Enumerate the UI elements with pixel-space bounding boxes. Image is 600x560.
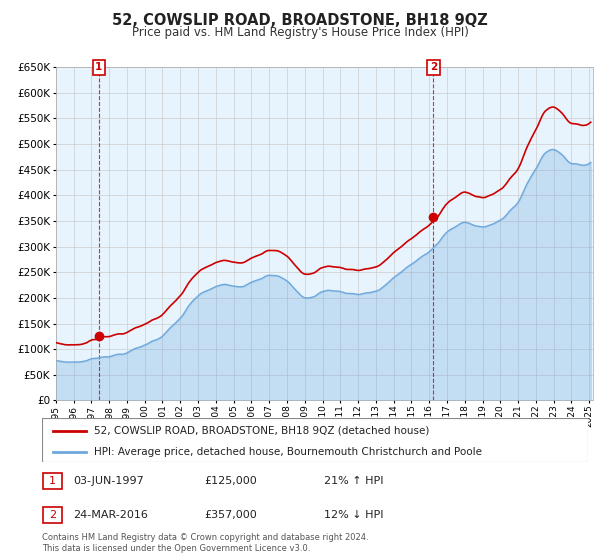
Text: Contains HM Land Registry data © Crown copyright and database right 2024.
This d: Contains HM Land Registry data © Crown c…	[42, 533, 368, 553]
Text: HPI: Average price, detached house, Bournemouth Christchurch and Poole: HPI: Average price, detached house, Bour…	[94, 447, 482, 458]
Text: £125,000: £125,000	[204, 476, 257, 486]
Text: 1: 1	[49, 476, 56, 486]
FancyBboxPatch shape	[42, 418, 588, 462]
Text: £357,000: £357,000	[204, 510, 257, 520]
Text: 12% ↓ HPI: 12% ↓ HPI	[324, 510, 383, 520]
Text: 2: 2	[430, 62, 437, 72]
Text: 1: 1	[95, 62, 103, 72]
Text: 24-MAR-2016: 24-MAR-2016	[73, 510, 148, 520]
FancyBboxPatch shape	[43, 473, 62, 489]
FancyBboxPatch shape	[43, 507, 62, 522]
Text: 21% ↑ HPI: 21% ↑ HPI	[324, 476, 383, 486]
Text: 03-JUN-1997: 03-JUN-1997	[73, 476, 144, 486]
Text: 52, COWSLIP ROAD, BROADSTONE, BH18 9QZ: 52, COWSLIP ROAD, BROADSTONE, BH18 9QZ	[112, 13, 488, 28]
Text: 52, COWSLIP ROAD, BROADSTONE, BH18 9QZ (detached house): 52, COWSLIP ROAD, BROADSTONE, BH18 9QZ (…	[94, 426, 429, 436]
Text: 2: 2	[49, 510, 56, 520]
Text: Price paid vs. HM Land Registry's House Price Index (HPI): Price paid vs. HM Land Registry's House …	[131, 26, 469, 39]
